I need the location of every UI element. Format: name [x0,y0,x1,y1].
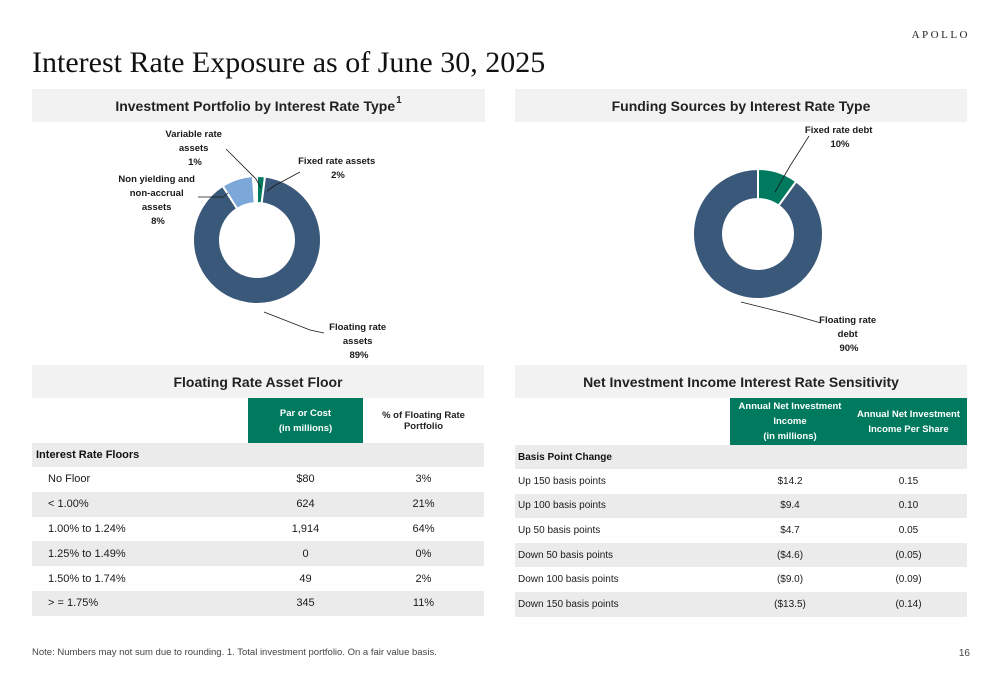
floor-table-title: Floating Rate Asset Floor [173,373,343,390]
table-row: 1.00% to 1.24% 1,914 64% [32,517,484,542]
row-income: $9.4 [780,500,800,512]
row-per-share: 0.05 [898,524,919,536]
row-income: ($4.6) [776,549,804,561]
page-title: Interest Rate Exposure as of June 30, 20… [32,46,546,79]
label-fixed-rate: Fixed rate assets 2% [298,156,378,181]
row-par-cost: 1,914 [291,522,320,535]
table-row: 1.50% to 1.74% 49 2% [32,566,484,591]
nii-section-row: Basis Point Change [515,445,967,469]
pct-portfolio-column-header: % of Floating Rate Portfolio [382,409,465,432]
row-par-cost: 0 [302,547,309,560]
table-row: Up 150 basis points $14.2 0.15 [515,469,967,494]
row-pct: 2% [415,572,432,585]
row-label: Up 150 basis points [518,475,606,487]
leader-lines [740,135,822,324]
row-per-share: 0.15 [898,475,919,487]
footnote: Note: Numbers may not sum due to roundin… [32,647,437,658]
section-label: Basis Point Change [518,451,612,463]
row-income: $14.2 [777,475,803,487]
nii-table-title: Net Investment Income Interest Rate Sens… [583,373,899,390]
row-per-share: (0.14) [895,598,922,610]
nii-table: Annual Net Investment Income (in millions)… [515,398,967,618]
table-row: Down 100 basis points ($9.0) (0.09) [515,567,967,592]
slice-floating-rate-debt [692,167,824,300]
floor-table: Par or Cost (in millions) % of Floating R… [32,398,484,618]
leader-fixed [266,171,301,192]
funding-chart-title: Funding Sources by Interest Rate Type [611,97,871,114]
row-label: Up 100 basis points [518,500,606,512]
row-pct: 11% [412,597,435,610]
label-variable-rate: Variable rate assets 1% [165,129,224,168]
footnote-marker: 1 [396,95,402,106]
label-floating-debt: Floating rate debt 90% [819,315,879,354]
funding-donut-chart: Fixed rate debt 10% Floating rate debt 9… [692,125,879,354]
row-label: Down 150 basis points [518,598,619,610]
leader-lines [198,148,325,334]
row-par-cost: 345 [296,597,315,610]
table-row: < 1.00% 624 21% [32,491,484,517]
row-label: 1.50% to 1.74% [48,572,126,585]
table-row: Down 50 basis points ($4.6) (0.05) [515,542,967,568]
row-par-cost: $80 [296,473,315,486]
label-floating-rate: Floating rate assets 89% [329,322,389,361]
row-label: Down 50 basis points [518,549,614,561]
row-pct: 21% [412,498,435,511]
investment-donut-chart: Variable rate assets 1% Fixed rate asset… [118,129,389,361]
table-row: No Floor $80 3% [32,467,484,492]
table-row: > = 1.75% 345 11% [32,591,484,616]
table-row: Up 50 basis points $4.7 0.05 [515,518,967,543]
leader-variable [225,148,262,189]
row-per-share: (0.09) [895,574,922,586]
table-row: Up 100 basis points $9.4 0.10 [515,493,967,519]
row-label: 1.25% to 1.49% [48,547,126,560]
leader-floating [263,311,325,334]
nii-table-header: Net Investment Income Interest Rate Sens… [515,365,967,398]
row-par-cost: 49 [299,572,312,585]
floor-table-header: Floating Rate Asset Floor [32,365,484,398]
investment-chart-title: Investment Portfolio by Interest Rate Ty… [115,97,396,114]
row-label: Down 100 basis points [518,574,619,586]
row-pct: 0% [415,547,432,560]
row-label: < 1.00% [48,498,89,511]
investment-chart-header: Investment Portfolio by Interest Rate Ty… [32,89,485,122]
label-fixed-debt: Fixed rate debt 10% [805,125,875,150]
leader-nonyield [198,192,229,198]
row-per-share: (0.05) [895,549,922,561]
section-label: Interest Rate Floors [36,449,140,461]
leader-fixed-debt [774,135,810,193]
row-income: $4.7 [780,524,800,536]
slice-floating-rate-assets [192,175,322,305]
slice-variable-rate-assets [251,174,258,205]
row-pct: 64% [412,522,435,535]
row-label: 1.00% to 1.24% [48,522,126,535]
par-cost-column-header: Par or Cost (in millions) [248,398,363,443]
row-income: ($13.5) [774,598,806,610]
row-income: ($9.0) [776,574,804,586]
nii-per-share-column-header: Annual Net Investment Income Per Share [850,398,967,445]
funding-chart-header: Funding Sources by Interest Rate Type [515,89,967,122]
floor-section-row: Interest Rate Floors [32,443,484,467]
row-per-share: 0.10 [898,500,919,512]
row-par-cost: 624 [296,498,315,511]
leader-floating-debt [740,301,822,324]
brand-logo: APOLLO [911,29,970,41]
page-number: 16 [958,648,970,659]
table-row: Down 150 basis points ($13.5) (0.14) [515,592,967,617]
row-label: Up 50 basis points [518,524,601,536]
label-non-yielding: Non yielding and non-accrual assets 8% [118,174,197,227]
row-label: > = 1.75% [48,597,99,610]
row-pct: 3% [415,473,432,486]
row-label: No Floor [48,473,91,486]
nii-income-column-header: Annual Net Investment Income (in millions) [730,398,850,445]
table-row: 1.25% to 1.49% 0 0% [32,541,484,567]
